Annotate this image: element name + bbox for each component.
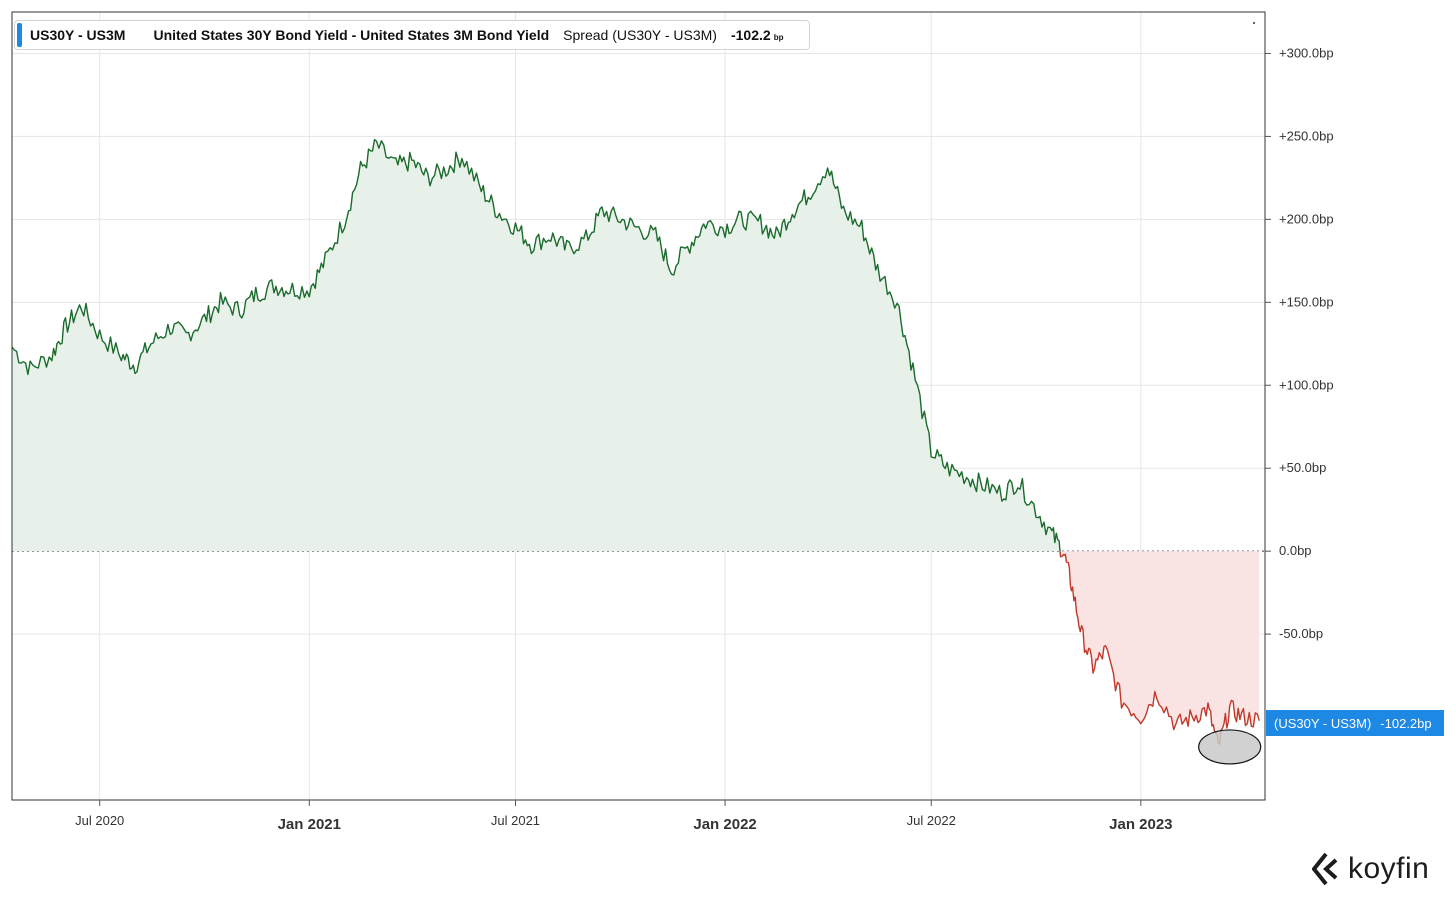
- y-tick-label: +50.0bp: [1279, 460, 1326, 475]
- chart-menu-dot-icon[interactable]: [1253, 22, 1255, 24]
- y-tick-label: +250.0bp: [1279, 128, 1334, 143]
- x-tick-label: Jan 2023: [1109, 816, 1172, 833]
- series-line-negative: [1059, 551, 1260, 745]
- last-value-tag: (US30Y - US3M) -102.2bp: [1266, 710, 1444, 736]
- x-tick-label: Jul 2020: [75, 813, 124, 828]
- y-tick-label: +300.0bp: [1279, 45, 1334, 60]
- y-tick-label: -50.0bp: [1279, 626, 1323, 641]
- legend-ticker: US30Y - US3M: [30, 27, 126, 43]
- y-tick-label: +150.0bp: [1279, 294, 1334, 309]
- chart-legend[interactable]: US30Y - US3M United States 30Y Bond Yiel…: [14, 20, 810, 50]
- legend-series-name: Spread (US30Y - US3M): [563, 27, 717, 43]
- x-tick-label: Jan 2022: [693, 816, 756, 833]
- y-tick-label: +200.0bp: [1279, 211, 1334, 226]
- legend-security-name: United States 30Y Bond Yield - United St…: [153, 27, 550, 43]
- logo-text: koyfin: [1348, 852, 1430, 885]
- highlight-ellipse: [1198, 729, 1262, 765]
- x-tick-label: Jan 2021: [278, 816, 341, 833]
- y-tick-label: 0.0bp: [1279, 543, 1312, 558]
- koyfin-logo-icon: [1312, 852, 1338, 886]
- last-value-tag-name: (US30Y - US3M): [1274, 715, 1372, 731]
- legend-value: -102.2: [730, 27, 771, 43]
- series-line-positive: [11, 139, 1061, 552]
- chart-lines: [11, 139, 1260, 745]
- brand-logo: koyfin: [1312, 852, 1429, 886]
- positive-area-fill: [12, 139, 1060, 552]
- legend-unit: bp: [773, 32, 784, 42]
- negative-area-fill: [1060, 551, 1260, 745]
- chart-annotations: [1198, 729, 1262, 765]
- chart-area-fills: [12, 139, 1260, 745]
- y-tick-label: +100.0bp: [1279, 377, 1334, 392]
- x-tick-label: Jul 2021: [491, 813, 540, 828]
- last-value-tag-value: -102.2bp: [1380, 715, 1432, 731]
- x-tick-label: Jul 2022: [907, 813, 956, 828]
- chart-axes: +300.0bp +250.0bp +200.0bp +150.0bp +100.0bp…: [11, 11, 1334, 833]
- plot-frame: [11, 11, 1266, 801]
- legend-accent-bar: [17, 23, 22, 47]
